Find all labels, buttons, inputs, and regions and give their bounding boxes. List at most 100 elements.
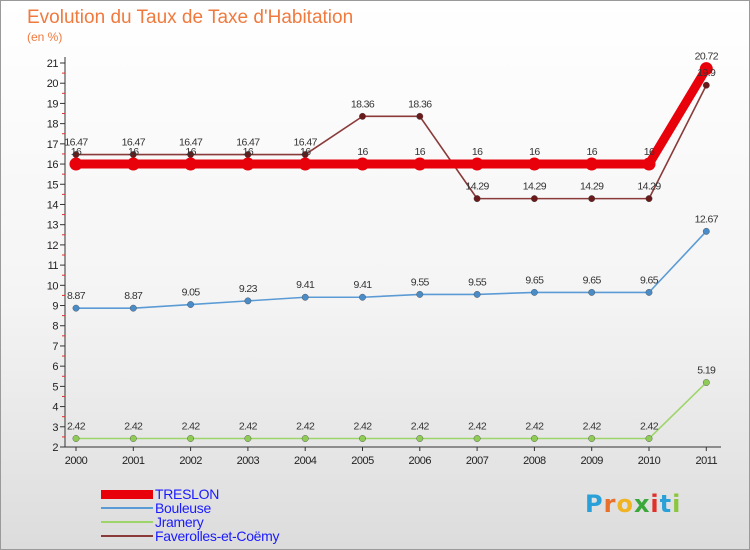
data-labels: 16 16 16 16 16 16 16 16 16 16 16 20.72 8.87 8.87 9.05 9… — [64, 51, 719, 433]
data-point-jramery — [359, 435, 366, 442]
series-lines — [69, 62, 713, 442]
data-label-jramery: 2.42 — [67, 421, 86, 433]
data-point-faverolles-et-co-my — [531, 195, 538, 203]
x-tick-label: 2005 — [351, 455, 374, 467]
data-point-bouleuse — [72, 304, 80, 312]
y-tick-label: 13 — [47, 220, 59, 232]
data-label-faverolles-et-co-my: 16.47 — [179, 137, 203, 149]
legend-label-bouleuse: Bouleuse — [155, 500, 211, 516]
data-label-jramery: 2.42 — [468, 421, 487, 433]
y-tick-label: 12 — [47, 240, 59, 252]
chart-title: Evolution du Taux de Taxe d'Habitation — [27, 7, 354, 28]
data-label-faverolles-et-co-my: 18.36 — [351, 98, 375, 110]
data-point-jramery — [416, 435, 424, 442]
legend-item-treslon: TRESLON — [101, 487, 279, 501]
data-point-treslon — [527, 157, 541, 171]
y-tick-label: 21 — [47, 58, 59, 70]
chart-axes: 2 3 4 5 6 7 8 9 10 11 12 13 14 15 16 17 18 19 20 21 2000 2001… — [47, 57, 721, 467]
data-point-bouleuse — [244, 297, 252, 305]
data-point-jramery — [244, 435, 252, 442]
x-tick-label: 2003 — [237, 455, 260, 467]
legend-item-bouleuse: Bouleuse — [101, 501, 279, 515]
x-tick-label: 2001 — [122, 455, 145, 467]
data-label-bouleuse: 9.55 — [468, 276, 487, 288]
x-tick-label: 2010 — [638, 455, 661, 467]
legend-label-jramery: Jramery — [155, 514, 204, 530]
data-point-bouleuse — [531, 288, 538, 296]
data-label-treslon: 16 — [415, 146, 426, 158]
proxiti-logo: Proxiti — [585, 490, 681, 518]
x-tick-label: 2007 — [466, 455, 489, 467]
data-label-bouleuse: 9.65 — [583, 274, 602, 286]
logo-letter: r — [603, 490, 617, 518]
data-label-jramery: 2.42 — [411, 421, 430, 433]
y-tick-label: 6 — [52, 361, 58, 373]
data-label-jramery: 2.42 — [296, 421, 315, 433]
logo-letter: P — [585, 490, 604, 518]
data-point-faverolles-et-co-my — [416, 112, 424, 120]
data-label-faverolles-et-co-my: 14.29 — [465, 181, 489, 193]
logo-letter: o — [616, 490, 634, 518]
data-label-bouleuse: 9.05 — [182, 287, 201, 299]
data-label-treslon: 16 — [644, 146, 655, 158]
data-point-faverolles-et-co-my — [359, 112, 366, 120]
data-point-treslon — [126, 157, 140, 171]
data-label-treslon: 16 — [71, 146, 82, 158]
data-label-jramery: 2.42 — [640, 421, 659, 433]
data-point-faverolles-et-co-my — [473, 195, 481, 203]
data-point-treslon — [413, 157, 427, 171]
data-label-treslon: 16 — [472, 146, 483, 158]
y-tick-label: 3 — [52, 422, 58, 434]
data-label-bouleuse: 9.55 — [411, 276, 430, 288]
data-label-bouleuse: 12.67 — [695, 213, 719, 225]
y-tick-label: 9 — [52, 301, 58, 313]
data-label-treslon: 16 — [243, 146, 254, 158]
data-label-faverolles-et-co-my: 14.29 — [523, 181, 547, 193]
data-point-bouleuse — [129, 304, 137, 312]
y-tick-label: 19 — [47, 98, 59, 110]
data-point-treslon — [298, 157, 312, 171]
data-point-jramery — [129, 435, 137, 442]
data-label-treslon: 16 — [185, 146, 196, 158]
data-point-jramery — [301, 435, 309, 442]
x-tick-label: 2009 — [580, 455, 603, 467]
chart-unit-label: (en %) — [27, 30, 63, 44]
data-label-treslon: 20.72 — [695, 51, 719, 63]
y-tick-label: 17 — [47, 139, 59, 151]
x-tick-label: 2004 — [294, 455, 317, 467]
legend-item-jramery: Jramery — [101, 515, 279, 529]
data-label-treslon: 16 — [300, 146, 311, 158]
data-point-jramery — [588, 435, 596, 442]
data-label-treslon: 16 — [586, 146, 597, 158]
data-label-jramery: 2.42 — [525, 421, 544, 433]
data-label-jramery: 2.42 — [239, 421, 258, 433]
logo-letter: x — [633, 490, 651, 518]
y-tick-label: 10 — [47, 280, 59, 292]
logo-letter: i — [672, 490, 682, 518]
data-point-jramery — [187, 435, 195, 442]
data-point-treslon — [241, 157, 255, 171]
data-point-bouleuse — [473, 291, 481, 298]
data-label-treslon: 16 — [357, 146, 368, 158]
y-tick-label: 8 — [52, 321, 58, 333]
x-tick-label: 2011 — [695, 455, 717, 467]
y-tick-label: 16 — [47, 159, 59, 171]
y-tick-label: 20 — [47, 78, 59, 90]
data-point-bouleuse — [645, 288, 653, 296]
data-label-faverolles-et-co-my: 16.47 — [294, 137, 318, 149]
data-point-faverolles-et-co-my — [645, 195, 653, 203]
data-point-treslon — [642, 157, 656, 171]
series-line-jramery — [75, 381, 708, 440]
data-label-faverolles-et-co-my: 14.29 — [637, 181, 661, 193]
data-point-jramery — [702, 379, 710, 386]
legend: TRESLON Bouleuse Jramery Faverolles-et-C… — [101, 487, 280, 543]
x-tick-label: 2006 — [409, 455, 432, 467]
y-tick-label: 15 — [47, 179, 59, 191]
data-point-jramery — [473, 435, 481, 442]
legend-swatch-jramery — [101, 521, 153, 523]
data-label-jramery: 2.42 — [182, 421, 201, 433]
data-point-bouleuse — [187, 301, 195, 308]
data-point-treslon — [699, 62, 713, 76]
data-label-bouleuse: 9.23 — [239, 283, 258, 295]
